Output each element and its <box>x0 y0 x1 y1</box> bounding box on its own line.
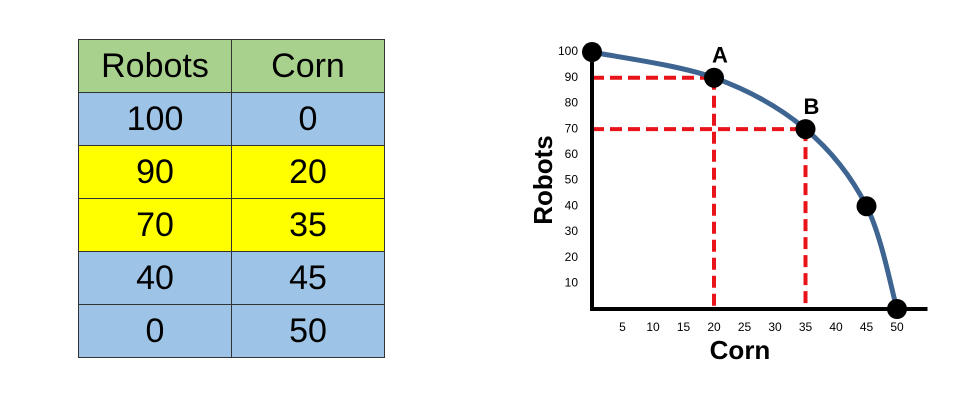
x-tick-label: 40 <box>829 320 843 334</box>
table-row: Robots Corn <box>78 39 385 93</box>
table-cell: 40 <box>78 251 232 305</box>
point <box>856 196 877 217</box>
y-tick-label: 80 <box>565 96 579 110</box>
table-cell: 90 <box>78 145 232 199</box>
x-tick-label: 25 <box>738 320 752 334</box>
point <box>795 119 816 140</box>
x-tick-label: 10 <box>646 320 660 334</box>
table-cell: 70 <box>78 198 232 252</box>
point <box>582 42 602 62</box>
y-tick-label: 50 <box>565 173 579 187</box>
table-cell: 50 <box>231 304 385 358</box>
annotation: A <box>712 43 728 68</box>
table-cell: 0 <box>231 92 385 146</box>
y-tick-label: 40 <box>565 198 579 212</box>
table-row: 0 50 <box>78 304 385 358</box>
x-tick-label: 35 <box>799 320 813 334</box>
x-tick-label: 50 <box>890 320 904 334</box>
y-tick-label: 10 <box>565 275 579 289</box>
table-row: 40 45 <box>78 251 385 305</box>
table-row: 90 20 <box>78 145 385 199</box>
table-cell: 0 <box>78 304 232 358</box>
y-tick-label: 60 <box>565 147 579 161</box>
y-tick-label: 70 <box>565 121 579 135</box>
x-tick-label: 20 <box>707 320 721 334</box>
y-tick-label: 90 <box>565 70 579 84</box>
x-axis-label: Corn <box>710 335 771 365</box>
point <box>704 67 724 88</box>
annotation: B <box>804 94 820 119</box>
table-cell: 35 <box>231 198 385 252</box>
x-tick-label: 5 <box>619 320 626 334</box>
y-tick-label: 100 <box>558 44 578 58</box>
y-tick-label: 20 <box>565 250 579 264</box>
y-tick-label: 30 <box>565 224 579 238</box>
header-cell: Robots <box>78 39 232 93</box>
table-row: 70 35 <box>78 198 385 252</box>
data-table: Robots Corn 100 0 90 20 70 35 40 45 0 50 <box>78 39 385 358</box>
x-tick-label: 30 <box>768 320 782 334</box>
x-tick-label: 15 <box>677 320 691 334</box>
table-cell: 20 <box>231 145 385 199</box>
curve <box>591 49 900 310</box>
point <box>887 299 907 319</box>
y-axis-label: Robots <box>528 135 558 225</box>
x-tick-label: 45 <box>860 320 874 334</box>
table-cell: 45 <box>231 251 385 305</box>
header-cell: Corn <box>231 39 385 93</box>
